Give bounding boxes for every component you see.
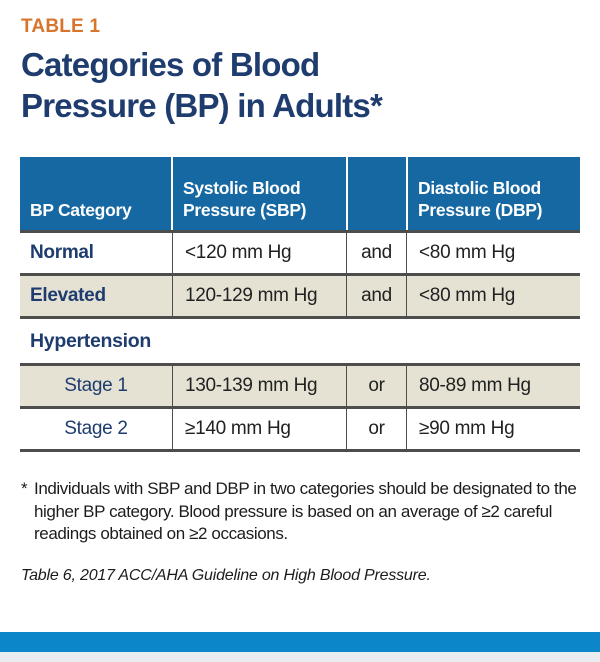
cell-conjunction: or: [346, 366, 406, 406]
footnote: * Individuals with SBP and DBP in two ca…: [21, 478, 591, 546]
horizontal-rule: [20, 316, 580, 319]
header-sbp-line-1: Systolic Blood: [183, 178, 301, 198]
horizontal-rule: [20, 449, 580, 452]
cell-category: Stage 1: [64, 375, 128, 396]
header-cell-dbp: Diastolic Blood Pressure (DBP): [408, 157, 580, 230]
table-row-stage-2: Stage 2 ≥140 mm Hg or ≥90 mm Hg: [20, 409, 580, 449]
bp-table: BP Category Systolic Blood Pressure (SBP…: [20, 157, 580, 452]
page-title-line-1: Categories of Blood: [21, 46, 320, 83]
page-title-line-2: Pressure (BP) in Adults*: [21, 87, 383, 124]
cell-dbp: <80 mm Hg: [406, 276, 580, 316]
table-row-elevated: Elevated 120-129 mm Hg and <80 mm Hg: [20, 276, 580, 316]
horizontal-rule: [20, 273, 580, 276]
footnote-marker: *: [21, 479, 28, 498]
bottom-accent-bar: [0, 632, 600, 652]
table-label: TABLE 1: [21, 16, 101, 37]
table-row-stage-1: Stage 1 130-139 mm Hg or 80-89 mm Hg: [20, 366, 580, 406]
bottom-strip: [0, 652, 600, 662]
header-dbp-line-1: Diastolic Blood: [418, 178, 541, 198]
cell-sbp: 130-139 mm Hg: [172, 366, 346, 406]
cell-category: Normal: [30, 242, 94, 263]
cell-sbp: 120-129 mm Hg: [172, 276, 346, 316]
cell-conjunction: and: [346, 233, 406, 273]
footnote-line-1: Individuals with SBP and DBP in two cate…: [34, 479, 577, 498]
header-dbp-line-2: Pressure (DBP): [418, 200, 543, 220]
cell-sbp: ≥140 mm Hg: [172, 409, 346, 449]
page-title: Categories of Blood Pressure (BP) in Adu…: [21, 44, 383, 126]
table-row-normal: Normal <120 mm Hg and <80 mm Hg: [20, 233, 580, 273]
horizontal-rule: [20, 363, 580, 366]
cell-conjunction: and: [346, 276, 406, 316]
cell-category: Stage 2: [64, 418, 128, 439]
header-cell-bp-category: BP Category: [20, 157, 171, 230]
cell-dbp: ≥90 mm Hg: [406, 409, 580, 449]
footnote-line-2: higher BP category. Blood pressure is ba…: [34, 501, 553, 521]
footnote-text: Individuals with SBP and DBP in two cate…: [34, 478, 577, 546]
header-sbp-line-2: Pressure (SBP): [183, 200, 307, 220]
header-cell-conjunction: [348, 157, 406, 230]
cell-category: Elevated: [30, 285, 106, 306]
table-header-row: BP Category Systolic Blood Pressure (SBP…: [20, 157, 580, 230]
cell-dbp: <80 mm Hg: [406, 233, 580, 273]
cell-sbp: <120 mm Hg: [172, 233, 346, 273]
horizontal-rule: [20, 230, 580, 233]
cell-dbp: 80-89 mm Hg: [406, 366, 580, 406]
section-label-hypertension: Hypertension: [20, 319, 580, 363]
horizontal-rule: [20, 406, 580, 409]
footnote-line-3: readings obtained on ≥2 occasions.: [34, 524, 288, 543]
header-cell-sbp: Systolic Blood Pressure (SBP): [173, 157, 346, 230]
source-citation: Table 6, 2017 ACC/AHA Guideline on High …: [21, 567, 431, 584]
cell-conjunction: or: [346, 409, 406, 449]
